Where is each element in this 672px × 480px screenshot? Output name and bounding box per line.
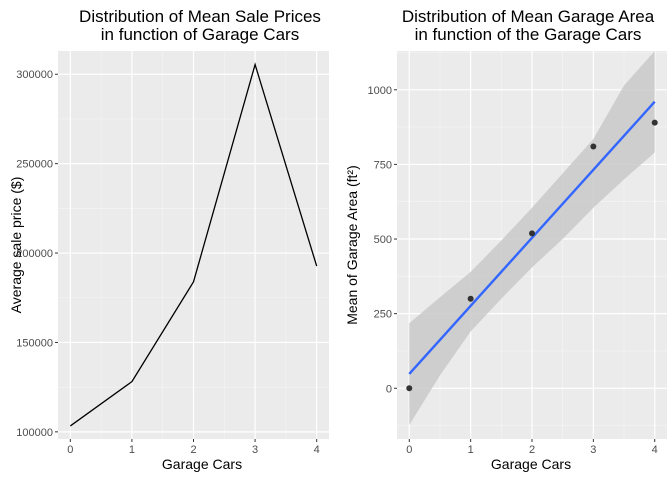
sale-price-chart: Distribution of Mean Sale Prices in func…: [8, 7, 329, 472]
x-tick-label: 2: [529, 444, 535, 456]
y-tick-label: 200000: [16, 248, 53, 260]
data-point: [406, 385, 413, 392]
x-tick-label: 2: [190, 444, 196, 456]
chart1-title-line2: in function of Garage Cars: [101, 25, 299, 44]
chart1-x-axis-title: Garage Cars: [162, 456, 242, 472]
x-tick-label: 4: [314, 444, 320, 456]
x-tick-label: 4: [652, 444, 658, 456]
y-tick-label: 150000: [16, 337, 53, 349]
chart1-marks: [69, 62, 318, 427]
garage-area-chart: Distribution of Mean Garage Area in func…: [344, 7, 667, 472]
y-tick-label: 500: [374, 234, 392, 246]
chart1-axes: 0 1 2 3 4 100000 150000 200000 250000 300000: [16, 69, 319, 456]
x-tick-label: 3: [590, 444, 596, 456]
chart2-title-line1: Distribution of Mean Garage Area: [402, 7, 655, 26]
data-point: [651, 119, 658, 126]
y-tick-label: 250: [374, 309, 392, 321]
chart1-grid: [58, 51, 329, 439]
x-tick-label: 3: [252, 444, 258, 456]
data-point: [467, 295, 474, 302]
x-tick-label: 1: [129, 444, 135, 456]
y-tick-label: 300000: [16, 69, 53, 81]
y-tick-label: 750: [374, 159, 392, 171]
chart2-x-axis-title: Garage Cars: [491, 456, 571, 472]
chart2-title-line2: in function of the Garage Cars: [415, 25, 642, 44]
y-tick-label: 0: [386, 383, 392, 395]
chart2-axes: 0 1 2 3 4 0 250 500 750 1000: [368, 85, 658, 456]
data-point: [590, 143, 597, 150]
chart2-marks: [406, 51, 658, 425]
y-tick-label: 250000: [16, 159, 53, 171]
chart1-y-axis-title: Average sale price ($): [8, 177, 24, 314]
x-tick-label: 1: [468, 444, 474, 456]
chart2-y-axis-title: Mean of Garage Area (ft²): [344, 165, 360, 325]
regression-line: [408, 100, 656, 375]
y-tick-label: 100000: [16, 427, 53, 439]
series-line: [69, 62, 318, 427]
y-tick-label: 1000: [368, 85, 392, 97]
data-point: [529, 230, 535, 237]
x-tick-label: 0: [67, 444, 73, 456]
x-tick-label: 0: [406, 444, 412, 456]
chart1-title-line1: Distribution of Mean Sale Prices: [79, 7, 321, 26]
